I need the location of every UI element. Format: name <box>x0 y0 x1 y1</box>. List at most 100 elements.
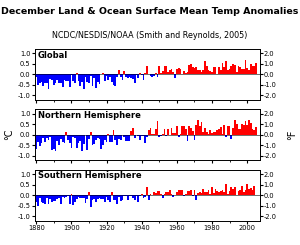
Bar <box>155 193 157 195</box>
Bar <box>157 191 158 195</box>
Bar <box>211 187 213 195</box>
Bar <box>190 64 192 74</box>
Bar <box>218 67 220 74</box>
Bar <box>178 135 179 137</box>
Bar <box>236 124 238 135</box>
Bar <box>41 195 42 202</box>
Bar <box>238 66 239 74</box>
Bar <box>179 190 181 195</box>
Bar <box>152 74 153 77</box>
Bar <box>208 189 209 195</box>
Bar <box>164 66 166 74</box>
Bar <box>253 130 255 135</box>
Bar <box>127 135 128 141</box>
Bar <box>72 135 74 137</box>
Bar <box>35 74 37 77</box>
Bar <box>35 135 37 149</box>
Bar <box>111 74 113 82</box>
Bar <box>78 74 79 81</box>
Bar <box>232 128 234 135</box>
Bar <box>197 120 199 135</box>
Bar <box>202 189 204 195</box>
Bar <box>148 195 150 200</box>
Bar <box>90 195 92 207</box>
Bar <box>118 135 120 139</box>
Bar <box>178 68 179 74</box>
Bar <box>113 74 115 85</box>
Bar <box>39 195 41 198</box>
Bar <box>227 126 229 135</box>
Bar <box>64 74 65 80</box>
Bar <box>60 195 62 204</box>
Bar <box>246 184 248 195</box>
Bar <box>99 135 100 139</box>
Bar <box>169 70 171 74</box>
Bar <box>69 74 70 87</box>
Bar <box>248 120 250 135</box>
Bar <box>60 135 62 139</box>
Bar <box>104 135 106 140</box>
Bar <box>160 135 162 136</box>
Bar <box>188 191 190 195</box>
Bar <box>115 74 116 86</box>
Bar <box>174 133 176 135</box>
Bar <box>183 126 185 135</box>
Bar <box>109 135 111 142</box>
Bar <box>113 130 115 135</box>
Bar <box>183 195 185 196</box>
Bar <box>125 74 127 77</box>
Bar <box>142 195 144 198</box>
Text: Global: Global <box>38 50 68 60</box>
Bar <box>239 190 241 195</box>
Bar <box>132 128 134 135</box>
Text: December Land & Ocean Surface Mean Temp Anomalies: December Land & Ocean Surface Mean Temp … <box>1 7 299 16</box>
Bar <box>255 63 257 74</box>
Bar <box>232 63 234 74</box>
Bar <box>179 69 181 74</box>
Bar <box>113 195 115 200</box>
Bar <box>62 195 64 197</box>
Bar <box>107 74 109 80</box>
Bar <box>128 195 130 196</box>
Bar <box>97 135 99 138</box>
Bar <box>211 133 213 135</box>
Bar <box>188 126 190 135</box>
Bar <box>213 132 215 135</box>
Bar <box>239 67 241 74</box>
Bar <box>181 190 183 195</box>
Bar <box>88 192 90 195</box>
Bar <box>42 74 44 86</box>
Bar <box>220 127 222 135</box>
Bar <box>206 192 208 195</box>
Bar <box>81 135 83 151</box>
Bar <box>171 194 172 195</box>
Bar <box>48 74 50 89</box>
Bar <box>164 194 166 195</box>
Bar <box>67 195 69 196</box>
Bar <box>222 63 224 74</box>
Bar <box>56 135 58 141</box>
Bar <box>248 70 250 74</box>
Bar <box>88 74 90 83</box>
Bar <box>74 195 76 202</box>
Text: °F: °F <box>287 130 298 140</box>
Bar <box>64 135 65 143</box>
Bar <box>139 195 141 196</box>
Bar <box>194 68 195 74</box>
Bar <box>172 72 174 74</box>
Bar <box>238 129 239 135</box>
Bar <box>169 190 171 195</box>
Text: Southern Hemisphere: Southern Hemisphere <box>38 172 142 180</box>
Bar <box>202 70 204 74</box>
Bar <box>106 135 107 142</box>
Bar <box>76 195 78 199</box>
Bar <box>144 195 146 197</box>
Bar <box>234 65 236 74</box>
Bar <box>185 129 187 135</box>
Bar <box>157 121 158 135</box>
Bar <box>187 135 188 141</box>
Bar <box>106 74 107 76</box>
Bar <box>222 190 224 195</box>
Bar <box>102 73 104 74</box>
Bar <box>141 74 142 75</box>
